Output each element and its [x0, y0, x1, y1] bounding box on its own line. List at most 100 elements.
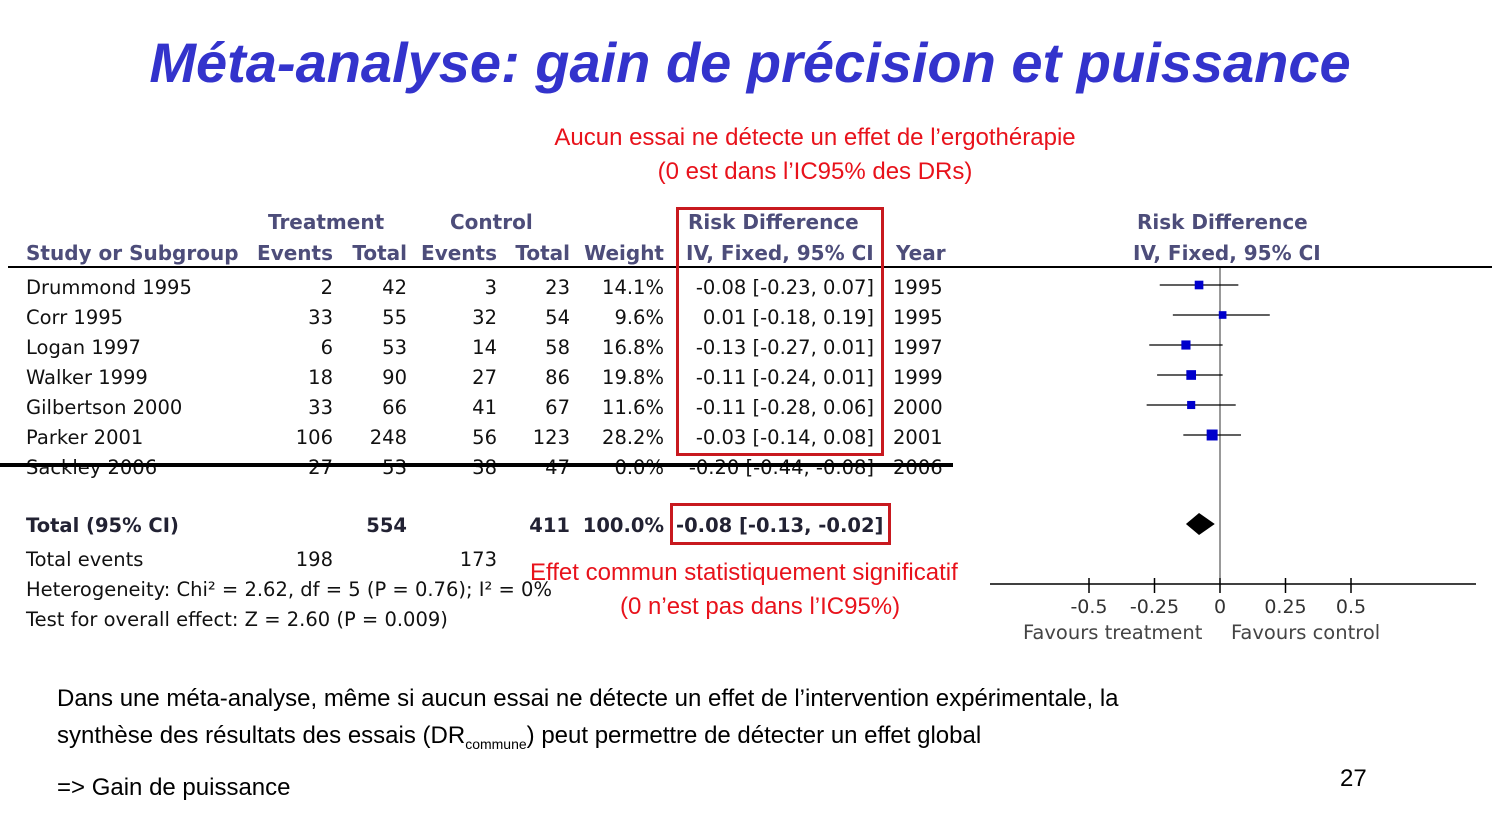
conclusion-line: Dans une méta-analyse, même si aucun ess… — [57, 685, 1119, 712]
cell-weight: 14.1% — [602, 276, 664, 299]
cell-weight: 19.8% — [602, 366, 664, 389]
cell-t-events: 2 — [320, 276, 333, 299]
conclusion-line: => Gain de puissance — [57, 773, 291, 801]
study-marker — [1194, 280, 1204, 290]
x-tick-label: 0.25 — [1264, 596, 1306, 618]
cell-ci: -0.03 [-0.14, 0.08] — [695, 426, 874, 449]
total-t-total: 554 — [366, 514, 407, 537]
cell-t-events: 18 — [308, 366, 333, 389]
header-c-events: Events — [421, 241, 497, 265]
conclusion-text: Dans une méta-analyse, même si aucun ess… — [57, 680, 1119, 806]
cell-c-total: 86 — [545, 366, 570, 389]
cell-ci: -0.08 [-0.23, 0.07] — [695, 276, 874, 299]
cell-c-events: 32 — [472, 306, 497, 329]
cell-year: 2001 — [893, 426, 943, 449]
annotation-no-trial-effect: Aucun essai ne détecte un effet de l’erg… — [465, 121, 1165, 189]
x-tick-label: 0.5 — [1336, 596, 1366, 618]
cell-weight: 11.6% — [602, 396, 664, 419]
cell-t-total: 53 — [382, 456, 407, 479]
annotation-significant-effect: Effet commun statistiquement significati… — [530, 556, 1050, 624]
x-label-favours-treatment: Favours treatment — [1023, 621, 1203, 644]
cell-t-total: 248 — [369, 426, 407, 449]
cell-study: Walker 1999 — [26, 366, 148, 389]
cell-study: Logan 1997 — [26, 336, 141, 359]
cell-study: Sackley 2006 — [26, 456, 158, 479]
cell-weight: 16.8% — [602, 336, 664, 359]
overall-effect-text: Test for overall effect: Z = 2.60 (P = 0… — [26, 608, 448, 631]
cell-t-events: 27 — [308, 456, 333, 479]
cell-weight: 0.0% — [614, 456, 664, 479]
cell-c-events: 56 — [472, 426, 497, 449]
cell-t-events: 106 — [295, 426, 333, 449]
header-c-total: Total — [515, 241, 570, 265]
cell-t-events: 6 — [320, 336, 333, 359]
cell-c-total: 54 — [545, 306, 570, 329]
study-marker — [1186, 370, 1197, 380]
slide-title: Méta-analyse: gain de précision et puiss… — [149, 31, 1351, 94]
cell-year: 2006 — [893, 456, 943, 479]
cell-ci: -0.11 [-0.28, 0.06] — [695, 396, 874, 419]
annotation-line: (0 n’est pas dans l’IC95%) — [620, 593, 901, 620]
study-marker — [1206, 429, 1218, 441]
annotation-line: (0 est dans l’IC95% des DRs) — [657, 158, 973, 185]
cell-study: Gilbertson 2000 — [26, 396, 183, 419]
annotation-line: Aucun essai ne détecte un effet de l’erg… — [554, 124, 1076, 151]
header-method: IV, Fixed, 95% CI — [686, 241, 874, 265]
x-tick-label: -0.25 — [1130, 596, 1179, 618]
cell-c-total: 67 — [545, 396, 570, 419]
cell-year: 2000 — [893, 396, 943, 419]
x-tick-label: -0.5 — [1070, 596, 1107, 618]
cell-c-events: 41 — [472, 396, 497, 419]
cell-ci: -0.20 [-0.44, -0.08] — [688, 456, 874, 479]
pooled-diamond — [1185, 513, 1215, 535]
cell-t-events: 33 — [308, 306, 333, 329]
study-marker — [1187, 400, 1196, 410]
cell-c-total: 123 — [532, 426, 570, 449]
x-tick-label: 0 — [1214, 596, 1226, 618]
header-t-total: Total — [352, 241, 407, 265]
cell-weight: 28.2% — [602, 426, 664, 449]
cell-c-events: 27 — [472, 366, 497, 389]
cell-study: Corr 1995 — [26, 306, 124, 329]
cell-year: 1995 — [893, 276, 943, 299]
cell-t-total: 90 — [382, 366, 407, 389]
header-divider — [8, 266, 1492, 268]
cell-ci: 0.01 [-0.18, 0.19] — [702, 306, 874, 329]
x-label-favours-control: Favours control — [1231, 621, 1380, 644]
total-weight: 100.0% — [582, 514, 664, 537]
header-year: Year — [896, 241, 946, 265]
cell-c-events: 14 — [472, 336, 497, 359]
total-events-label: Total events — [26, 548, 144, 571]
header-study: Study or Subgroup — [26, 241, 239, 265]
header-risk-difference: Risk Difference — [688, 210, 859, 234]
study-marker — [1218, 311, 1227, 319]
cell-t-total: 66 — [382, 396, 407, 419]
ci-highlight-box — [676, 207, 884, 456]
cell-t-total: 53 — [382, 336, 407, 359]
cell-ci: -0.11 [-0.24, 0.01] — [695, 366, 874, 389]
header-treatment: Treatment — [268, 210, 385, 234]
total-label: Total (95% CI) — [26, 514, 179, 537]
cell-ci: -0.13 [-0.27, 0.01] — [695, 336, 874, 359]
header-weight: Weight — [584, 241, 664, 265]
cell-c-total: 23 — [545, 276, 570, 299]
excluded-study-strike — [0, 463, 953, 467]
total-events-c: 173 — [459, 548, 497, 571]
annotation-line: Effet commun statistiquement significati… — [530, 559, 958, 586]
cell-t-total: 55 — [382, 306, 407, 329]
cell-t-total: 42 — [382, 276, 407, 299]
heterogeneity-text: Heterogeneity: Chi² = 2.62, df = 5 (P = … — [26, 578, 552, 601]
cell-weight: 9.6% — [614, 306, 664, 329]
study-marker — [1181, 340, 1191, 350]
cell-study: Parker 2001 — [26, 426, 144, 449]
cell-c-total: 58 — [545, 336, 570, 359]
page-number: 27 — [1340, 765, 1367, 792]
plot-header-title: Risk Difference — [1137, 210, 1308, 234]
cell-study: Drummond 1995 — [26, 276, 192, 299]
total-ci: -0.08 [-0.13, -0.02] — [676, 514, 884, 537]
cell-t-events: 33 — [308, 396, 333, 419]
header-t-events: Events — [257, 241, 333, 265]
cell-c-events: 38 — [472, 456, 497, 479]
cell-year: 1995 — [893, 306, 943, 329]
total-events-t: 198 — [295, 548, 333, 571]
